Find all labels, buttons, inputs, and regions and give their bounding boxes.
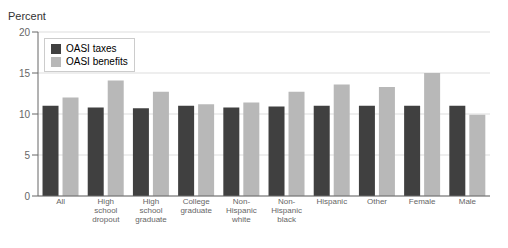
html-text:Percent: Percent xyxy=(8,10,46,22)
svg-text:5: 5 xyxy=(24,150,30,161)
svg-text:Female: Female xyxy=(409,197,436,206)
html-text:OASI benefits: OASI benefits xyxy=(66,56,128,67)
svg-text:Highschooldropout: Highschooldropout xyxy=(92,197,120,224)
svg-text:Highschoolgraduate: Highschoolgraduate xyxy=(135,197,167,224)
svg-text:10: 10 xyxy=(19,109,31,120)
svg-text:Non-Hispanicwhite: Non-Hispanicwhite xyxy=(226,197,257,224)
html-text:OASI taxes: OASI taxes xyxy=(66,43,117,54)
svg-text:Non-Hispanicblack: Non-Hispanicblack xyxy=(271,197,302,224)
svg-text:Other: Other xyxy=(367,197,387,206)
svg-text:15: 15 xyxy=(19,68,31,79)
svg-text:0: 0 xyxy=(24,191,30,202)
svg-text:Collegegraduate: Collegegraduate xyxy=(180,197,212,215)
svg-text:20: 20 xyxy=(19,27,31,38)
svg-text:All: All xyxy=(56,197,65,206)
svg-text:Male: Male xyxy=(459,197,477,206)
svg-text:Hispanic: Hispanic xyxy=(316,197,347,206)
